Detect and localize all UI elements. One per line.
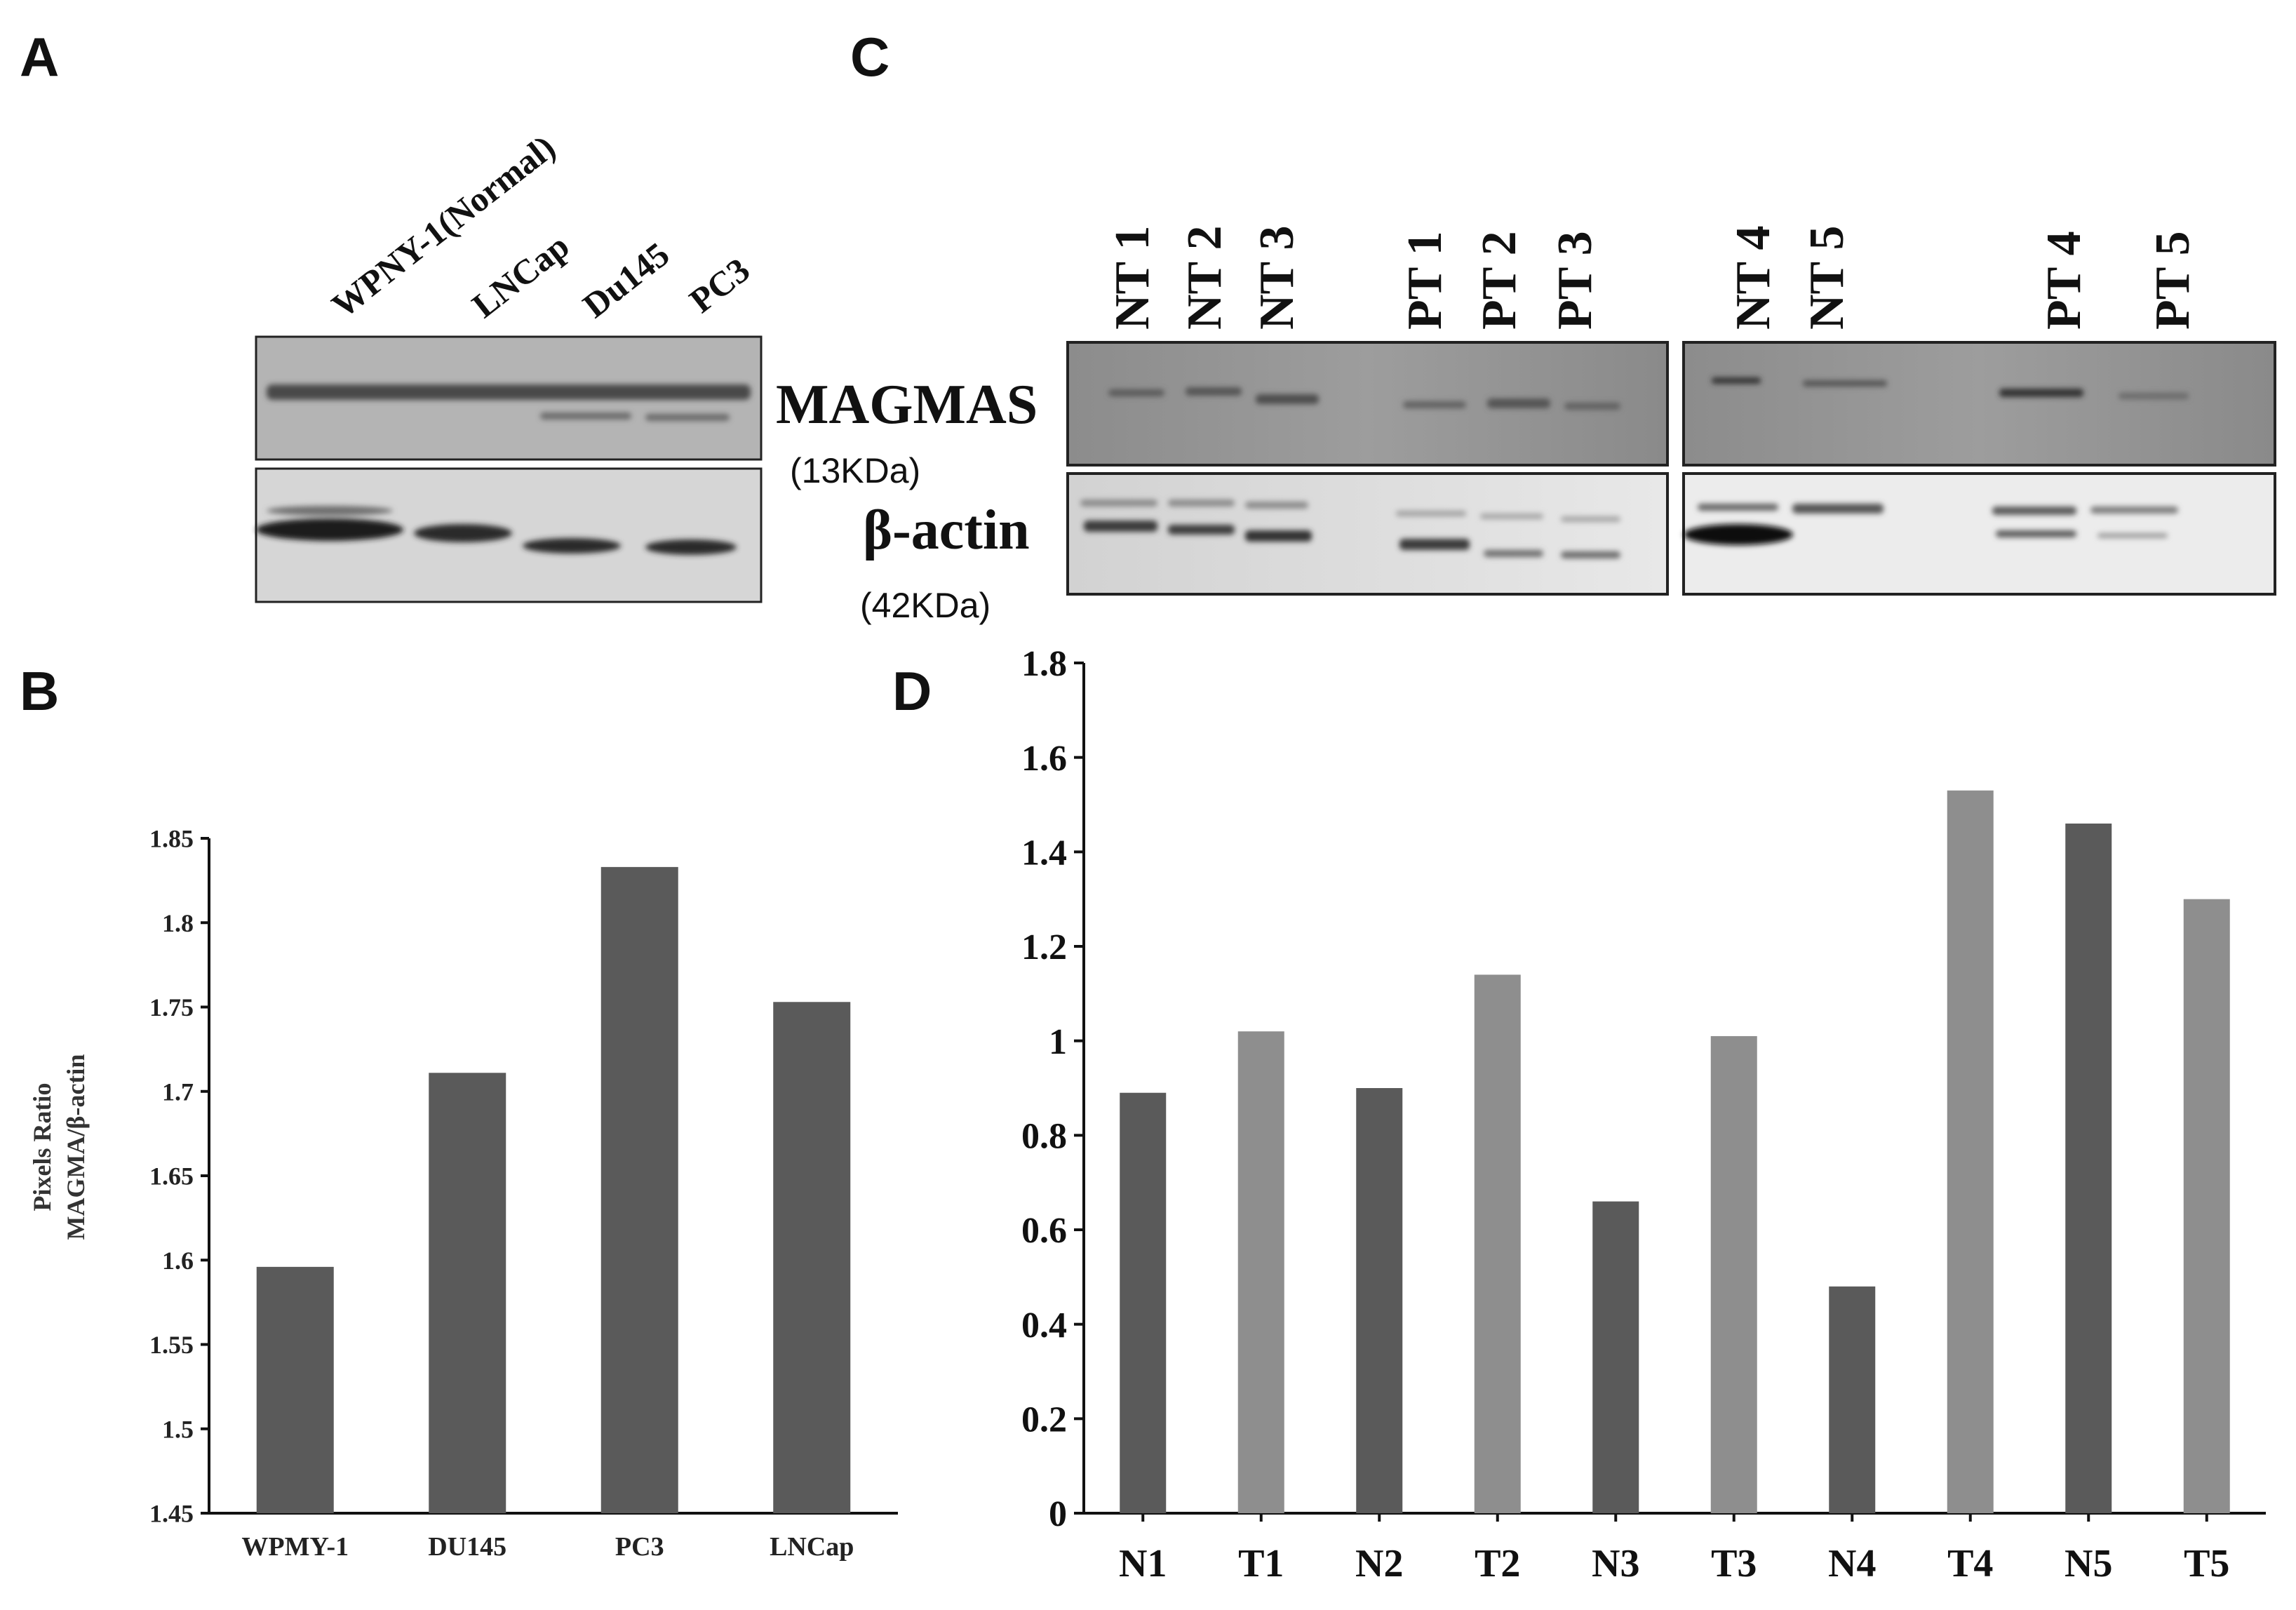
x-tick-label: T4 bbox=[1947, 1542, 1993, 1585]
lane-label-nt1: NT 1 bbox=[1106, 226, 1160, 330]
x-tick-label: WPMY-1 bbox=[241, 1532, 349, 1562]
blot-c-magmas-left-bands bbox=[1108, 387, 1620, 410]
bar-wpmy-1 bbox=[256, 1266, 334, 1513]
y-tick-label: 1.6 bbox=[162, 1247, 194, 1275]
bar-pc3 bbox=[600, 866, 678, 1513]
lane-label-pt3: PT 3 bbox=[1548, 231, 1602, 330]
bar-t5 bbox=[2183, 899, 2230, 1513]
y-tick-label: 0.6 bbox=[1021, 1211, 1067, 1251]
bar-n5 bbox=[2065, 823, 2112, 1513]
y-tick-label: 1.5 bbox=[162, 1415, 194, 1443]
bar-t1 bbox=[1237, 1031, 1284, 1513]
lane-label-nt4: NT 4 bbox=[1726, 226, 1780, 330]
kda-label-beta-actin: (42KDa) bbox=[860, 586, 991, 625]
y-tick-label: 1.8 bbox=[1021, 644, 1067, 684]
panel-letter-c: C bbox=[850, 26, 889, 88]
y-tick-label: 1.45 bbox=[149, 1500, 194, 1528]
lane-labels-right: NT 4 NT 5 PT 4 PT 5 bbox=[1726, 226, 2200, 330]
panel-letter-b: B bbox=[20, 660, 59, 722]
bar-n2 bbox=[1356, 1088, 1403, 1513]
x-tick-label: T2 bbox=[1475, 1542, 1520, 1585]
x-tick-label: N4 bbox=[1828, 1542, 1876, 1585]
x-tick-label: PC3 bbox=[615, 1532, 664, 1562]
lane-label-nt2: NT 2 bbox=[1178, 226, 1232, 330]
lane-label-du145: Du145 bbox=[575, 234, 676, 326]
bar-t3 bbox=[1710, 1035, 1757, 1513]
lane-label-nt5: NT 5 bbox=[1800, 226, 1854, 330]
x-tick-label: T3 bbox=[1711, 1542, 1757, 1585]
y-tick-label: 1.75 bbox=[149, 993, 194, 1021]
lane-label-pt2: PT 2 bbox=[1472, 231, 1526, 330]
lane-label-pt1: PT 1 bbox=[1398, 231, 1452, 330]
blot-c-actin-left-bands bbox=[1080, 499, 1620, 558]
blot-a: WPNY-1(Normal) LNCap Du145 PC3 bbox=[255, 127, 763, 603]
y-tick-label: 1 bbox=[1049, 1022, 1067, 1062]
x-tick-label: T1 bbox=[1238, 1542, 1284, 1585]
y-tick-label: 1.6 bbox=[1021, 739, 1067, 779]
y-tick-label: 1.2 bbox=[1021, 927, 1067, 967]
blot-a-lower-bands bbox=[256, 506, 737, 555]
kda-label-magmas: (13KDa) bbox=[790, 451, 920, 490]
x-tick-label: DU145 bbox=[428, 1532, 506, 1562]
blot-c: NT 1 NT 2 NT 3 PT 1 PT 2 PT 3 NT 4 NT 5 … bbox=[776, 226, 2276, 625]
bar-n3 bbox=[1592, 1201, 1639, 1513]
chart-b: Pixels Ratio MAGMA/β-actin 1.45 1.5 1.55 1.… bbox=[28, 825, 898, 1562]
blot-a-upper-bands bbox=[267, 384, 751, 421]
protein-label-magmas: MAGMAS bbox=[776, 374, 1038, 436]
y-tick-label: 0.2 bbox=[1021, 1400, 1067, 1440]
y-tick-label: 1.7 bbox=[162, 1078, 194, 1106]
blot-c-actin-left bbox=[1066, 472, 1669, 596]
protein-label-beta-actin: β-actin bbox=[863, 499, 1030, 561]
lane-label-nt3: NT 3 bbox=[1250, 226, 1304, 330]
lane-label-pc3: PC3 bbox=[682, 250, 757, 321]
bar-t2 bbox=[1474, 974, 1521, 1513]
lane-label-lncap: LNCap bbox=[464, 226, 576, 326]
y-tick-label: 1.4 bbox=[1021, 833, 1067, 873]
lane-label-pt4: PT 4 bbox=[2037, 231, 2091, 330]
y-tick-label: 1.65 bbox=[149, 1162, 194, 1190]
x-tick-label: N3 bbox=[1592, 1542, 1639, 1585]
chart-b-ylabel-line1: Pixels Ratio bbox=[28, 1083, 56, 1212]
y-tick-label: 1.85 bbox=[149, 825, 194, 853]
blot-c-magmas-right bbox=[1682, 341, 2276, 467]
bar-n4 bbox=[1829, 1286, 1876, 1513]
x-tick-label: T5 bbox=[2184, 1542, 2229, 1585]
lane-label-pt5: PT 5 bbox=[2146, 231, 2200, 330]
bar-du145 bbox=[429, 1073, 506, 1513]
y-tick-label: 0.4 bbox=[1021, 1306, 1067, 1346]
y-tick-label: 0 bbox=[1049, 1494, 1067, 1534]
blot-c-magmas-right-bands bbox=[1712, 377, 2189, 399]
x-tick-label: N5 bbox=[2065, 1542, 2112, 1585]
panel-letter-a: A bbox=[20, 26, 59, 88]
x-tick-label: LNCap bbox=[770, 1532, 854, 1562]
panel-letter-d: D bbox=[892, 660, 932, 722]
lane-labels-left: NT 1 NT 2 NT 3 PT 1 PT 2 PT 3 bbox=[1106, 226, 1602, 330]
x-tick-label: N1 bbox=[1119, 1542, 1167, 1585]
chart-d: 0 0.2 0.4 0.6 0.8 1 1.2 1.4 1.6 1.8 N1 T1 N2 T2 N3 T3 N4… bbox=[1021, 644, 2266, 1585]
bar-n1 bbox=[1120, 1092, 1167, 1513]
bar-lncap bbox=[773, 1002, 851, 1513]
y-tick-label: 1.55 bbox=[149, 1331, 194, 1359]
chart-b-ylabel-line2: MAGMA/β-actin bbox=[62, 1054, 90, 1240]
y-tick-label: 1.8 bbox=[162, 909, 194, 937]
y-tick-label: 0.8 bbox=[1021, 1117, 1067, 1157]
x-tick-label: N2 bbox=[1355, 1542, 1403, 1585]
blot-c-actin-right-bands bbox=[1684, 504, 2178, 545]
bar-t4 bbox=[1947, 790, 1994, 1513]
